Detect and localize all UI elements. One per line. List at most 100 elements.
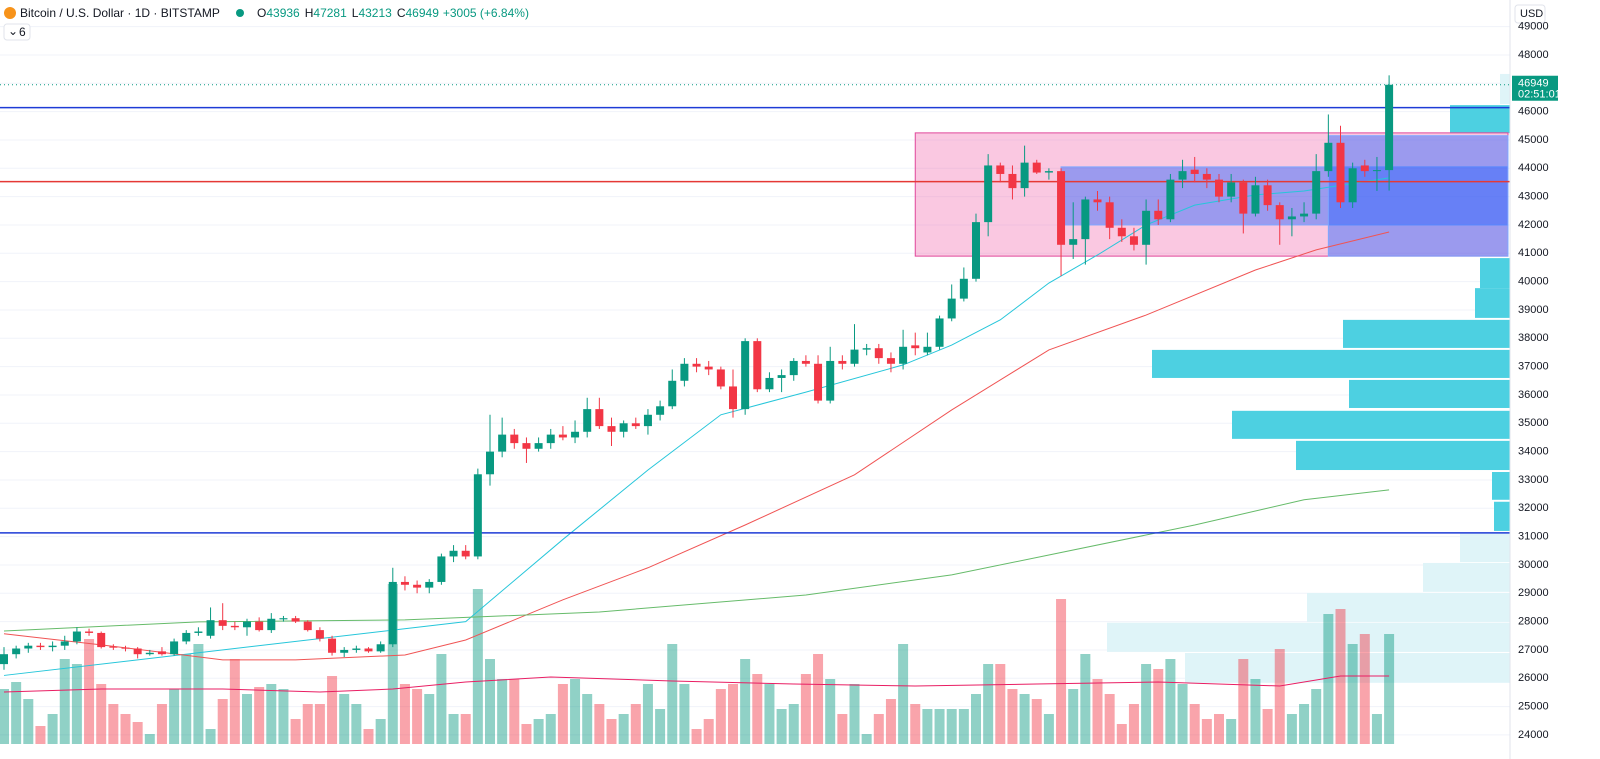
volume-bar [521,724,532,744]
volume-bar [424,694,435,744]
candle-body [315,630,324,639]
volume-bar [1371,714,1382,744]
volume-bar [752,674,763,744]
candle-body [12,648,21,655]
candle-body [741,341,750,410]
candle-body [692,363,701,367]
candle-body [546,434,555,444]
candle-body [194,631,203,633]
currency: USD [1520,8,1543,20]
candle-body [850,349,859,364]
volume-bar [813,654,824,744]
candle-body [328,638,337,653]
volume-bar [71,664,82,744]
candle-body [449,550,458,557]
volume-bar [958,709,969,744]
volume-bar [193,644,204,744]
volume-bar [375,719,386,744]
candle-body [1032,162,1041,173]
volume-bar [861,734,872,744]
volume-bar [642,684,653,744]
volume-bar [1104,694,1115,744]
volume-bar [1347,644,1358,744]
y-tick-label: 26000 [1518,672,1549,684]
volume-bar [472,589,483,744]
volume-bar [108,704,119,744]
candle-body [886,358,895,364]
candle-body [753,341,762,390]
y-tick-label: 39000 [1518,304,1549,316]
volume-profile-row [1480,258,1510,289]
volume-bar [0,689,9,744]
y-tick-label: 40000 [1518,276,1549,288]
volume-bar [898,644,909,744]
y-tick-label: 43000 [1518,191,1549,203]
candle-body [826,360,835,401]
candle-body [72,631,81,642]
candle-body [838,360,847,364]
volume-bar [1092,679,1103,744]
candle-body [619,423,628,432]
volume-bar [557,684,568,744]
volume-bar [1189,704,1200,744]
y-tick-label: 38000 [1518,332,1549,344]
volume-profile-row [1296,440,1510,471]
candle-body [1081,199,1090,240]
candle-body [1372,170,1381,172]
candle-body [255,621,264,631]
candle-body [1008,173,1017,189]
volume-profile-row [1450,105,1510,134]
volume-bar [776,709,787,744]
volume-bar [618,714,629,744]
volume-bar [691,729,702,744]
volume-bar [885,699,896,744]
volume-bar [1141,664,1152,744]
ohlc-value: 47281 [313,6,347,20]
volume-bar [582,694,593,744]
candle-body [279,618,288,620]
volume-bar [533,719,544,744]
candle-body [291,618,300,622]
candle-body [1142,210,1151,245]
volume-bar [23,699,34,744]
volume-bar [934,709,945,744]
currency-button[interactable] [1514,4,1546,24]
countdown: 02:51:01 [1518,89,1561,101]
candle-body [364,648,373,652]
candle-body [1263,185,1272,206]
indicator-toggle[interactable] [3,23,31,41]
volume-bar [740,659,751,744]
candle-body [643,414,652,427]
volume-bar [703,719,714,744]
volume-bar [156,704,167,744]
volume-bar [181,654,192,744]
candle-body [97,632,106,648]
candle-body [777,375,786,378]
volume-bar [485,659,495,744]
volume-bar [96,684,107,744]
moving-average [3,489,1390,632]
volume-profile-row [1107,622,1510,652]
volume-profile-row [1475,288,1510,318]
ohlc: O43936 H47281 L43213 C46949 +3005 (+6.84%) [257,6,529,20]
y-tick-label: 34000 [1518,446,1549,458]
candle-body [425,581,434,588]
volume-bar [788,704,799,744]
volume-bar [1250,679,1261,744]
candle-body [206,620,215,636]
volume-bar [764,684,775,744]
candle-body [1251,185,1260,214]
volume-bar [545,714,556,744]
volume-profile-row [1232,410,1510,439]
volume-bar [120,714,131,744]
candle-body [1239,182,1248,214]
volume-bar [1019,694,1030,744]
symbol-icon [4,7,16,19]
candle-body [1360,165,1369,172]
volume-profile-row [1307,592,1510,622]
zone [914,132,1509,257]
y-tick-label: 31000 [1518,531,1549,543]
candle-body [413,584,422,588]
candle-body [376,644,385,652]
candle-body [352,648,361,650]
